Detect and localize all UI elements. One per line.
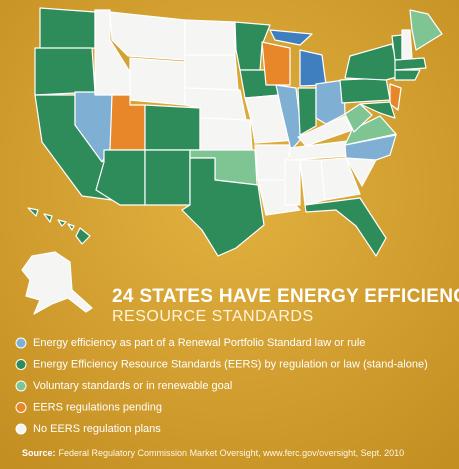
subtitle: RESOURCE STANDARDS: [112, 308, 314, 325]
source-label: Source:: [22, 448, 56, 458]
legend-swatch: [15, 337, 27, 349]
legend-label: Energy Efficiency Resource Standards (EE…: [33, 358, 428, 370]
legend-swatch: [15, 423, 27, 435]
legend: Energy efficiency as part of a Renewal P…: [15, 337, 428, 435]
legend-swatch: [15, 359, 27, 370]
legend-label: EERS regulations pending: [33, 401, 162, 413]
legend-label: No EERS regulation plans: [33, 423, 161, 435]
legend-label: Energy efficiency as part of a Renewal P…: [33, 337, 365, 349]
title: 24 STATES HAVE ENERGY EFFICIENCY: [112, 286, 459, 307]
us-map: [21, 7, 443, 315]
legend-swatch: [15, 402, 27, 413]
legend-swatch: [15, 380, 27, 392]
source: Source: Federal Regulatory Commission Mar…: [22, 448, 404, 458]
source-text: Federal Regulatory Commission Market Ove…: [59, 448, 405, 458]
legend-label: Voluntary standards or in renewable goal: [33, 380, 232, 392]
